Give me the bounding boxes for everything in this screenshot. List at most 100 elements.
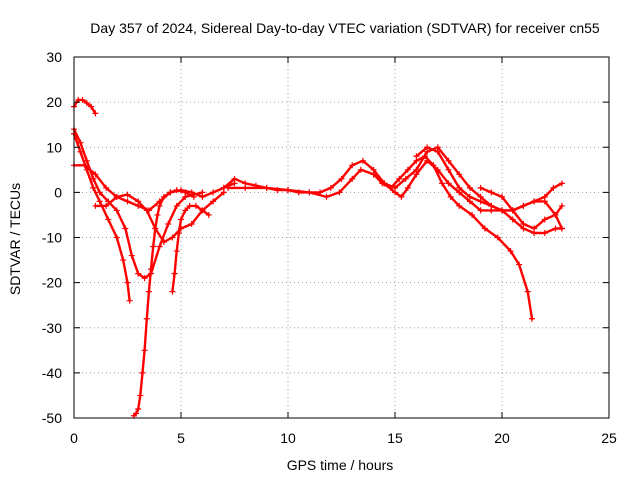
data-point	[528, 315, 535, 322]
data-point	[154, 211, 161, 218]
chart-title: Day 357 of 2024, Sidereal Day-to-day VTE…	[90, 20, 600, 36]
data-point	[404, 166, 411, 173]
data-point	[81, 162, 88, 169]
data-point	[434, 148, 441, 155]
data-point	[92, 171, 99, 178]
data-point	[188, 189, 195, 196]
data-point	[494, 234, 501, 241]
data-point	[173, 202, 180, 209]
series-track-k	[413, 144, 565, 236]
data-point	[349, 175, 356, 182]
data-point	[357, 166, 364, 173]
y-tick-label: -30	[42, 320, 62, 336]
series-line	[171, 204, 210, 293]
data-point	[323, 193, 330, 200]
data-point	[178, 216, 184, 223]
data-point	[466, 184, 473, 191]
data-point	[105, 216, 112, 223]
data-point	[88, 103, 95, 110]
data-point	[156, 198, 163, 205]
series-track-l	[477, 184, 565, 232]
data-point	[541, 216, 548, 223]
data-point	[156, 243, 163, 250]
data-point	[143, 315, 150, 322]
data-point	[327, 184, 334, 191]
data-point	[139, 369, 146, 376]
data-point	[558, 202, 565, 209]
data-point	[169, 234, 176, 241]
y-tick-label: -40	[42, 365, 62, 381]
data-point	[499, 207, 505, 214]
series-line	[72, 98, 97, 115]
data-point	[359, 157, 366, 164]
data-point	[402, 175, 409, 182]
series-line	[415, 146, 564, 235]
axis-ticks: 0 5 10 15 20 25 -50 -40 -30 -20 -10 0 10 20 30	[42, 49, 617, 446]
x-tick-label: 25	[601, 430, 617, 446]
data-point	[336, 189, 343, 196]
data-point	[370, 171, 377, 178]
y-tick-label: -10	[42, 230, 62, 246]
data-point	[381, 180, 388, 187]
data-point	[133, 410, 140, 417]
series-line	[132, 188, 195, 417]
data-point	[541, 193, 548, 200]
data-point	[122, 225, 129, 232]
data-point	[113, 234, 120, 241]
y-tick-label: -50	[42, 410, 62, 426]
data-point	[481, 225, 488, 232]
data-point	[445, 157, 452, 164]
data-point	[186, 202, 193, 209]
data-point	[499, 193, 505, 200]
data-point	[445, 166, 452, 173]
data-point	[469, 211, 476, 218]
data-point	[124, 191, 131, 198]
data-point	[188, 220, 195, 227]
y-tick-label: 20	[46, 94, 62, 110]
data-point	[242, 184, 249, 191]
data-point	[124, 198, 131, 205]
data-point	[552, 225, 559, 232]
data-point	[520, 202, 527, 209]
data-point	[173, 248, 180, 255]
series-track-c	[71, 130, 133, 304]
y-tick-label: 10	[46, 139, 62, 155]
data-point	[477, 184, 484, 191]
x-axis-label: GPS time / hours	[287, 457, 394, 473]
data-point	[103, 202, 110, 209]
x-tick-label: 20	[494, 430, 510, 446]
data-point	[424, 144, 431, 151]
data-point	[516, 261, 523, 268]
series-track-d	[130, 187, 197, 419]
data-point	[541, 229, 548, 236]
data-point	[92, 202, 99, 209]
data-point	[456, 184, 463, 191]
data-point	[205, 211, 212, 218]
data-point	[509, 207, 516, 214]
data-point	[413, 153, 420, 160]
series-line	[72, 164, 236, 212]
data-point	[531, 198, 538, 205]
x-tick-label: 5	[177, 430, 185, 446]
data-point	[135, 270, 142, 277]
data-point	[439, 180, 446, 187]
data-point	[171, 270, 178, 277]
data-point	[137, 392, 144, 399]
data-point	[520, 220, 527, 227]
y-tick-label: 0	[54, 184, 62, 200]
data-point	[120, 257, 127, 264]
data-point	[113, 207, 120, 214]
series-line	[72, 127, 204, 280]
data-point	[77, 148, 84, 155]
series-track-g	[92, 189, 227, 246]
data-point	[96, 198, 103, 205]
data-point	[178, 187, 184, 194]
data-point	[165, 220, 172, 227]
data-point	[169, 288, 176, 295]
data-point	[148, 266, 155, 273]
data-point	[103, 184, 110, 191]
data-point	[509, 216, 516, 223]
data-point	[488, 189, 495, 196]
x-tick-label: 0	[70, 430, 78, 446]
